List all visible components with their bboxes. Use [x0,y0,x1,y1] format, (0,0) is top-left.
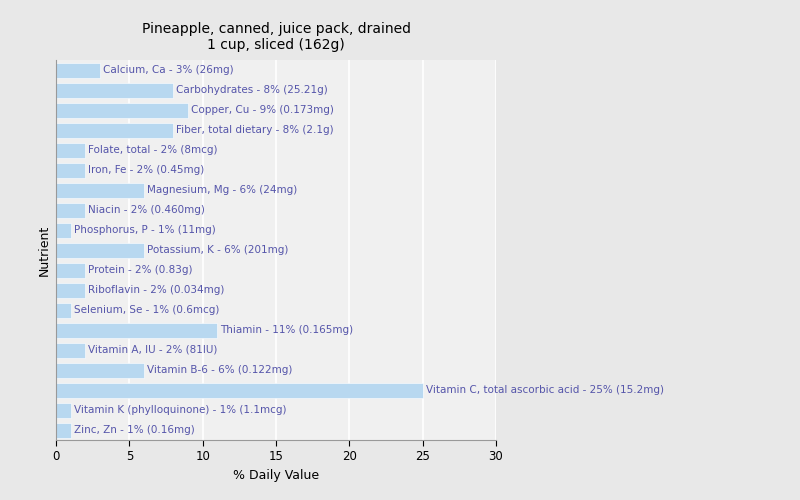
Text: Riboflavin - 2% (0.034mg): Riboflavin - 2% (0.034mg) [88,285,225,295]
Title: Pineapple, canned, juice pack, drained
1 cup, sliced (162g): Pineapple, canned, juice pack, drained 1… [142,22,410,52]
Bar [56,142,86,158]
Text: Folate, total - 2% (8mcg): Folate, total - 2% (8mcg) [88,145,218,155]
Text: Niacin - 2% (0.460mg): Niacin - 2% (0.460mg) [88,205,205,215]
Text: Vitamin B-6 - 6% (0.122mg): Vitamin B-6 - 6% (0.122mg) [147,365,292,375]
Text: Protein - 2% (0.83g): Protein - 2% (0.83g) [88,265,193,275]
Text: Zinc, Zn - 1% (0.16mg): Zinc, Zn - 1% (0.16mg) [74,425,194,435]
Bar [56,262,86,278]
Bar [56,322,218,338]
Bar [56,282,86,298]
Text: Vitamin K (phylloquinone) - 1% (1.1mcg): Vitamin K (phylloquinone) - 1% (1.1mcg) [74,405,286,415]
Bar [56,242,144,258]
Bar [56,222,70,238]
Text: Copper, Cu - 9% (0.173mg): Copper, Cu - 9% (0.173mg) [191,105,334,115]
Bar [56,162,86,178]
Bar [56,122,174,138]
Text: Fiber, total dietary - 8% (2.1g): Fiber, total dietary - 8% (2.1g) [176,125,334,135]
Text: Selenium, Se - 1% (0.6mcg): Selenium, Se - 1% (0.6mcg) [74,305,219,315]
Text: Vitamin C, total ascorbic acid - 25% (15.2mg): Vitamin C, total ascorbic acid - 25% (15… [426,385,664,395]
Text: Potassium, K - 6% (201mg): Potassium, K - 6% (201mg) [147,245,288,255]
Text: Magnesium, Mg - 6% (24mg): Magnesium, Mg - 6% (24mg) [147,185,297,195]
Bar [56,342,86,357]
Text: Thiamin - 11% (0.165mg): Thiamin - 11% (0.165mg) [220,325,354,335]
Text: Iron, Fe - 2% (0.45mg): Iron, Fe - 2% (0.45mg) [88,165,205,175]
Y-axis label: Nutrient: Nutrient [38,224,50,276]
Text: Phosphorus, P - 1% (11mg): Phosphorus, P - 1% (11mg) [74,225,215,235]
Bar [56,382,422,398]
Bar [56,362,144,378]
Text: Carbohydrates - 8% (25.21g): Carbohydrates - 8% (25.21g) [176,85,328,95]
X-axis label: % Daily Value: % Daily Value [233,469,319,482]
Bar [56,82,174,98]
Text: Calcium, Ca - 3% (26mg): Calcium, Ca - 3% (26mg) [103,65,234,75]
Bar [56,402,70,417]
Bar [56,202,86,218]
Bar [56,422,70,438]
Bar [56,62,100,78]
Bar [56,182,144,198]
Bar [56,102,188,118]
Bar [56,302,70,318]
Text: Vitamin A, IU - 2% (81IU): Vitamin A, IU - 2% (81IU) [88,345,218,355]
